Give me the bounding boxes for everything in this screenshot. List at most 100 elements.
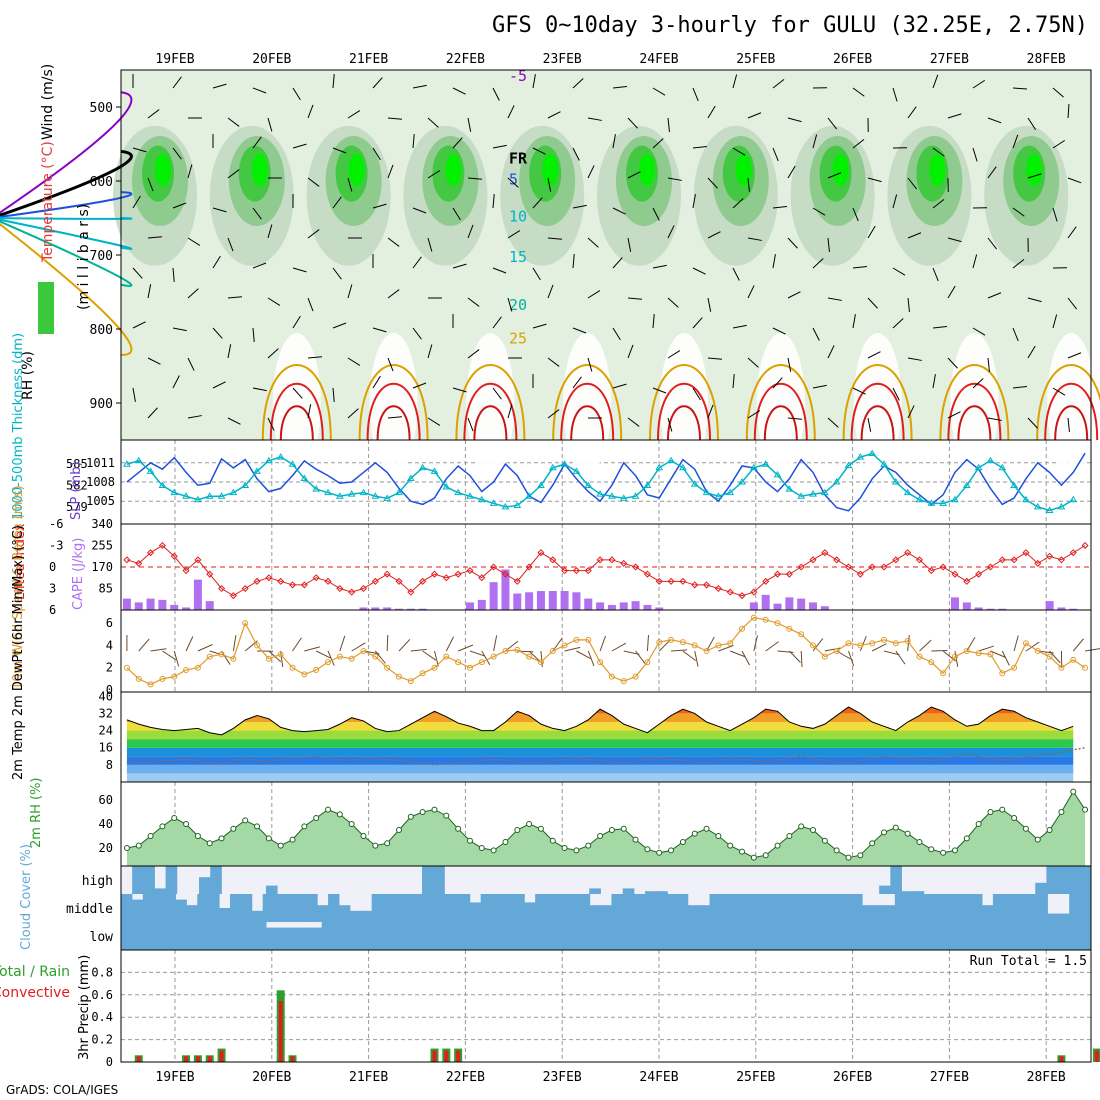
thickness-marker: [667, 456, 675, 464]
cloud-bar-middle: [644, 894, 656, 922]
thickness-tick-label: 585: [66, 457, 88, 471]
cloud-bar-middle: [982, 905, 994, 922]
wind-speed-marker: [348, 655, 355, 662]
wind-barb: [1027, 297, 1042, 303]
warm-contour: [261, 364, 332, 441]
cloud-bar-low: [711, 922, 724, 950]
cape-bar: [1057, 607, 1066, 610]
wind-barb-10m: [410, 648, 427, 652]
li-marker: [750, 588, 758, 596]
thickness-marker: [951, 495, 959, 503]
thickness-marker: [359, 488, 368, 496]
wind-barb: [1067, 297, 1078, 310]
wind-barb: [212, 83, 227, 89]
wind-barb: [467, 224, 474, 239]
slp-tick-label: 1005: [86, 494, 115, 508]
wind-speed-marker: [727, 640, 734, 647]
wind-barb: [547, 237, 562, 240]
wind-barb: [172, 375, 180, 389]
cape-bar: [572, 592, 581, 610]
cloud-bar-low: [778, 922, 791, 950]
wind-barb: [692, 146, 707, 149]
thickness-marker: [123, 460, 131, 467]
wind-barb: [932, 374, 936, 389]
wind-barb: [132, 147, 147, 153]
convective-bar: [444, 1050, 449, 1062]
wind-barb-10m: [469, 650, 486, 657]
thickness-marker: [525, 492, 533, 499]
wind-speed-marker: [857, 642, 864, 649]
cloud-bar-middle: [306, 894, 318, 922]
wind-barb: [572, 327, 587, 334]
wind-barb: [787, 291, 801, 299]
isotherm-10: [0, 217, 133, 220]
wind-speed-marker: [384, 664, 391, 671]
temp-tick-label: 32: [99, 706, 113, 720]
convective-bar: [219, 1050, 224, 1062]
cloud-bar-low: [923, 922, 936, 950]
wind-barb: [387, 357, 394, 372]
warm-contour: [560, 382, 615, 441]
wind-barb: [1012, 134, 1019, 149]
thickness-marker: [856, 453, 865, 460]
rh-marker: [301, 823, 308, 830]
li-marker: [537, 549, 545, 557]
cape-bar: [643, 604, 652, 610]
cloud-bar-low: [934, 922, 947, 950]
wind-barb-10m: [185, 636, 194, 652]
cloud-bar-middle: [546, 894, 558, 922]
li-line: [126, 544, 1086, 597]
run-total-label: Run Total = 1.5: [970, 954, 1087, 969]
date-label-top: 21FEB: [349, 52, 388, 67]
rh-dry-plume: [272, 333, 321, 473]
cloud-bar-middle: [480, 894, 493, 922]
cloud-bar-low: [299, 927, 312, 950]
wind-speed-marker: [123, 664, 130, 671]
wind-speed-marker: [455, 659, 462, 666]
cloud-bar-low: [288, 927, 300, 950]
wind-barb: [612, 86, 627, 89]
wind-barb: [867, 351, 881, 359]
wind-speed-marker: [644, 659, 651, 666]
cloud-bar-middle: [131, 899, 144, 922]
wind-barb: [347, 408, 359, 419]
convective-bar: [432, 1050, 437, 1062]
thickness-marker: [489, 499, 498, 506]
thickness-marker: [383, 494, 392, 501]
li-marker: [868, 563, 876, 571]
isotherm-label: 5: [509, 170, 518, 188]
li-marker: [123, 556, 131, 564]
cape-bar: [477, 599, 486, 610]
rh-marker: [313, 815, 320, 821]
wind-barb: [387, 164, 394, 179]
wind-speed-marker: [963, 648, 970, 654]
wind-barb-10m: [339, 635, 346, 652]
wind-barb: [827, 172, 842, 179]
rh-marker: [739, 848, 746, 855]
rh-marker: [1082, 806, 1089, 813]
wind-speed-marker: [230, 655, 237, 662]
thickness-marker: [915, 495, 924, 503]
cloud-bar-middle: [731, 894, 743, 922]
thickness-marker: [276, 453, 285, 460]
wind-barb: [187, 415, 202, 419]
wind-barb: [412, 134, 415, 149]
cloud-bar-high: [622, 888, 635, 894]
li-marker: [265, 574, 273, 582]
warm-contour: [1044, 382, 1099, 441]
cloud-bar-middle: [567, 894, 580, 922]
rh-shade-bright: [542, 153, 559, 186]
cloud-bar-middle: [840, 894, 852, 922]
rh-marker: [703, 825, 710, 832]
wind-barb-10m: [315, 650, 331, 659]
wind-speed-marker: [869, 640, 876, 647]
wind-speed-marker: [194, 664, 201, 671]
rh-marker: [336, 811, 343, 818]
li-marker: [549, 556, 557, 564]
rh-marker: [455, 825, 462, 832]
cloud-bar-low: [723, 922, 735, 950]
rh-marker: [608, 827, 615, 833]
thickness-tick-label: 579: [66, 500, 88, 514]
wind-barb: [492, 144, 507, 149]
cape-ylabel: CAPE (J/kg): [71, 538, 86, 610]
